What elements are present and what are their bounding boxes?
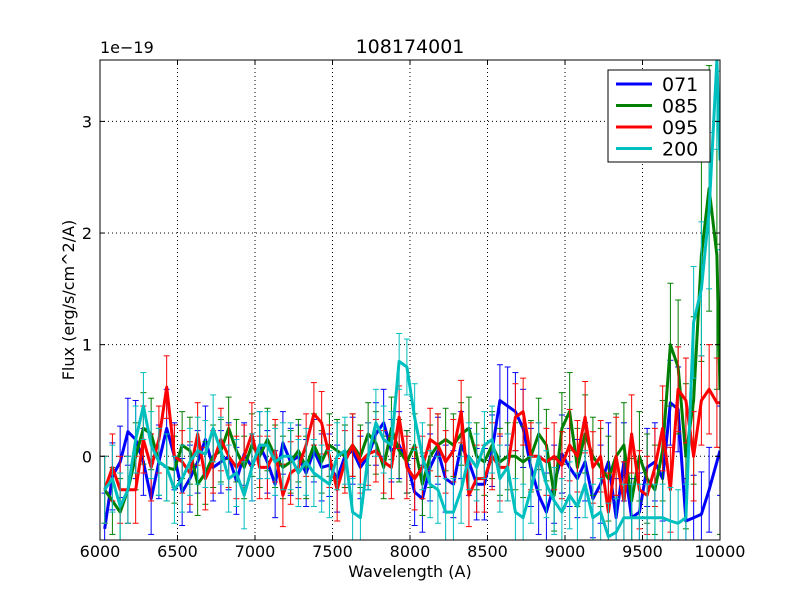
x-tick-label: 7500: [312, 542, 353, 561]
x-tick-label: 10000: [695, 542, 746, 561]
x-tick-label: 7000: [235, 542, 276, 561]
x-tick-label: 8000: [390, 542, 431, 561]
y-tick-label: 0: [82, 447, 92, 466]
series-line-095: [103, 385, 720, 514]
axis-ticks: 6000 6500 7000 7500 8000 8500 9000 9500 10000 0 1 2…: [80, 60, 746, 561]
legend-label-200: 200: [662, 139, 698, 161]
legend-label-085: 085: [662, 96, 698, 118]
y-axis-label: Flux (erg/s/cm^2/A): [59, 220, 78, 381]
y-tick-label: 2: [82, 224, 92, 243]
x-axis-label: Wavelength (A): [348, 562, 471, 581]
legend-label-095: 095: [662, 117, 698, 139]
chart-title: 108174001: [356, 36, 465, 58]
x-tick-label: 8500: [467, 542, 508, 561]
x-tick-label: 6000: [80, 542, 121, 561]
series-200: [101, 60, 720, 540]
x-tick-label: 9500: [622, 542, 663, 561]
series-line-200: [103, 60, 720, 539]
y-tick-label: 1: [82, 336, 92, 355]
y-scale-label: 1e−19: [100, 38, 154, 57]
series-line-071: [103, 399, 720, 530]
x-tick-label: 9000: [545, 542, 586, 561]
series-layer: [101, 60, 720, 540]
legend-label-071: 071: [662, 74, 698, 96]
x-tick-label: 6500: [157, 542, 198, 561]
y-tick-label: 3: [82, 112, 92, 131]
